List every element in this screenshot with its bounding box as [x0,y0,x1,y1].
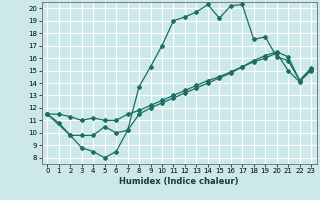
X-axis label: Humidex (Indice chaleur): Humidex (Indice chaleur) [119,177,239,186]
